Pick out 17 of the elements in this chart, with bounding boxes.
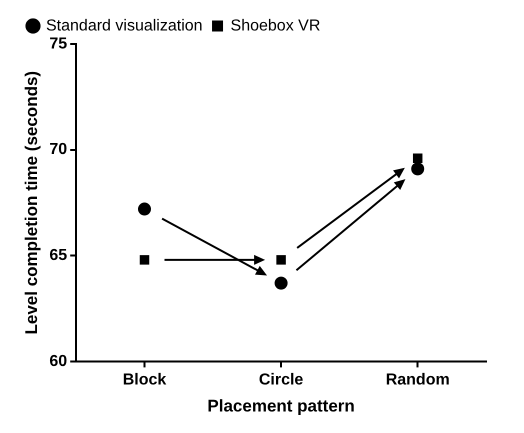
- point: [274, 276, 288, 290]
- point: [411, 162, 424, 176]
- x-axis-title: Placement pattern: [207, 396, 355, 416]
- point: [140, 255, 150, 265]
- point: [138, 202, 151, 216]
- point: [412, 154, 422, 164]
- point: [276, 255, 286, 265]
- legend-label: Shoebox VR: [230, 17, 320, 34]
- y-tick-label: 75: [49, 35, 68, 52]
- x-tick-label: Random: [386, 371, 450, 388]
- y-tick-label: 70: [49, 141, 68, 158]
- x-tick-label: Block: [122, 371, 166, 388]
- legend-label: Standard visualization: [46, 17, 203, 34]
- y-axis-title: Level completion time (seconds): [22, 70, 41, 334]
- x-tick-label: Circle: [258, 371, 304, 388]
- y-tick-label: 65: [49, 247, 68, 264]
- y-tick-label: 60: [49, 352, 68, 370]
